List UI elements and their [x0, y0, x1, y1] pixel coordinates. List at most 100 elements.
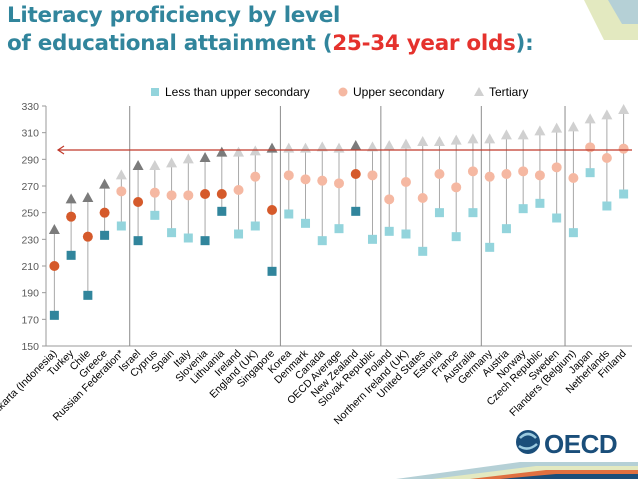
y-tick-label: 250 — [21, 208, 39, 220]
y-tick-label: 170 — [21, 314, 39, 326]
point-upper-secondary — [166, 190, 177, 201]
point-upper-secondary — [300, 174, 311, 185]
point-tertiary — [333, 142, 345, 153]
point-upper-secondary — [233, 185, 244, 195]
point-upper-secondary — [417, 193, 428, 203]
point-upper-secondary — [133, 197, 144, 207]
oecd-logo-text: OECD — [544, 429, 617, 459]
point-less-than-upper-secondary — [585, 168, 595, 178]
point-less-than-upper-secondary — [49, 310, 59, 320]
oecd-globe-swoosh — [518, 432, 538, 450]
point-upper-secondary — [49, 261, 60, 271]
point-tertiary — [484, 133, 496, 144]
point-less-than-upper-secondary — [619, 189, 629, 199]
point-tertiary — [500, 129, 512, 140]
title-highlight: 25-34 year olds — [332, 31, 516, 56]
point-less-than-upper-secondary — [133, 236, 143, 246]
chart-legend: Less than upper secondary Upper secondary… — [151, 85, 528, 99]
oecd-logo: OECD — [516, 429, 618, 459]
point-upper-secondary — [82, 231, 93, 242]
point-upper-secondary — [534, 170, 545, 181]
header-decoration — [584, 0, 638, 40]
point-less-than-upper-secondary — [434, 208, 444, 218]
point-tertiary — [618, 104, 630, 114]
point-tertiary — [182, 153, 194, 164]
y-tick-label: 290 — [21, 154, 39, 166]
point-upper-secondary — [116, 186, 127, 197]
point-less-than-upper-secondary — [116, 221, 126, 231]
point-tertiary — [82, 192, 94, 202]
point-upper-secondary — [451, 182, 462, 193]
plot-area: 150 170 190 210 230 250 270 290 310 330 Jakarta (I… — [0, 101, 632, 427]
point-upper-secondary — [434, 169, 445, 179]
point-upper-secondary — [183, 190, 194, 201]
point-upper-secondary — [66, 211, 77, 222]
legend-marker-square — [151, 88, 159, 96]
point-tertiary — [300, 142, 312, 153]
point-less-than-upper-secondary — [384, 226, 394, 236]
point-less-than-upper-secondary — [200, 236, 210, 246]
legend-label: Upper secondary — [353, 85, 444, 99]
point-less-than-upper-secondary — [150, 210, 160, 220]
y-tick-label: 230 — [21, 234, 39, 246]
point-less-than-upper-secondary — [568, 228, 578, 238]
point-upper-secondary — [384, 194, 395, 205]
y-tick-label: 270 — [21, 181, 39, 193]
point-tertiary — [233, 146, 245, 157]
legend-label: Tertiary — [489, 85, 528, 99]
point-less-than-upper-secondary — [317, 236, 327, 246]
point-tertiary — [99, 178, 111, 189]
point-upper-secondary — [618, 143, 629, 154]
point-upper-secondary — [149, 187, 160, 198]
point-tertiary — [48, 224, 60, 234]
point-less-than-upper-secondary — [267, 266, 277, 276]
point-less-than-upper-secondary — [83, 290, 93, 300]
point-tertiary — [551, 122, 563, 133]
point-upper-secondary — [283, 170, 294, 181]
point-less-than-upper-secondary — [468, 208, 478, 218]
point-tertiary — [115, 169, 127, 180]
title-line-2: of educational attainment (25-34 year ol… — [7, 30, 534, 58]
point-tertiary — [366, 141, 378, 152]
point-upper-secondary — [501, 169, 512, 179]
point-upper-secondary — [350, 169, 361, 179]
chart-title: Literacy proficiency by level of educati… — [7, 2, 534, 58]
point-upper-secondary — [551, 162, 562, 173]
point-less-than-upper-secondary — [401, 229, 411, 239]
point-less-than-upper-secondary — [552, 213, 562, 223]
point-upper-secondary — [99, 207, 110, 218]
point-tertiary — [316, 141, 328, 152]
point-less-than-upper-secondary — [518, 204, 528, 214]
point-less-than-upper-secondary — [334, 224, 344, 234]
point-upper-secondary — [334, 178, 344, 189]
legend-label: Less than upper secondary — [165, 85, 310, 99]
point-upper-secondary — [200, 189, 211, 199]
point-tertiary — [266, 142, 278, 153]
point-tertiary — [567, 121, 579, 132]
point-tertiary — [517, 129, 529, 140]
point-less-than-upper-secondary — [66, 250, 76, 260]
point-less-than-upper-secondary — [602, 201, 612, 211]
point-tertiary — [166, 157, 178, 168]
footer-decoration — [396, 462, 638, 479]
point-less-than-upper-secondary — [485, 242, 495, 252]
point-upper-secondary — [250, 171, 261, 182]
y-tick-label: 190 — [21, 288, 39, 300]
point-tertiary — [601, 109, 613, 120]
point-upper-secondary — [601, 153, 612, 163]
point-upper-secondary — [216, 189, 227, 199]
point-less-than-upper-secondary — [367, 234, 377, 244]
x-category-label: Jakarta (Indonesia) — [0, 348, 59, 420]
point-less-than-upper-secondary — [100, 230, 110, 240]
title-suffix: ): — [515, 31, 534, 56]
point-tertiary — [132, 160, 144, 170]
point-less-than-upper-secondary — [183, 233, 193, 243]
point-less-than-upper-secondary — [351, 206, 361, 216]
point-less-than-upper-secondary — [451, 232, 461, 242]
y-tick-label: 310 — [21, 128, 39, 140]
point-less-than-upper-secondary — [418, 246, 428, 256]
point-tertiary — [383, 140, 395, 150]
point-tertiary — [283, 142, 295, 153]
point-less-than-upper-secondary — [535, 198, 545, 208]
point-less-than-upper-secondary — [284, 209, 294, 219]
